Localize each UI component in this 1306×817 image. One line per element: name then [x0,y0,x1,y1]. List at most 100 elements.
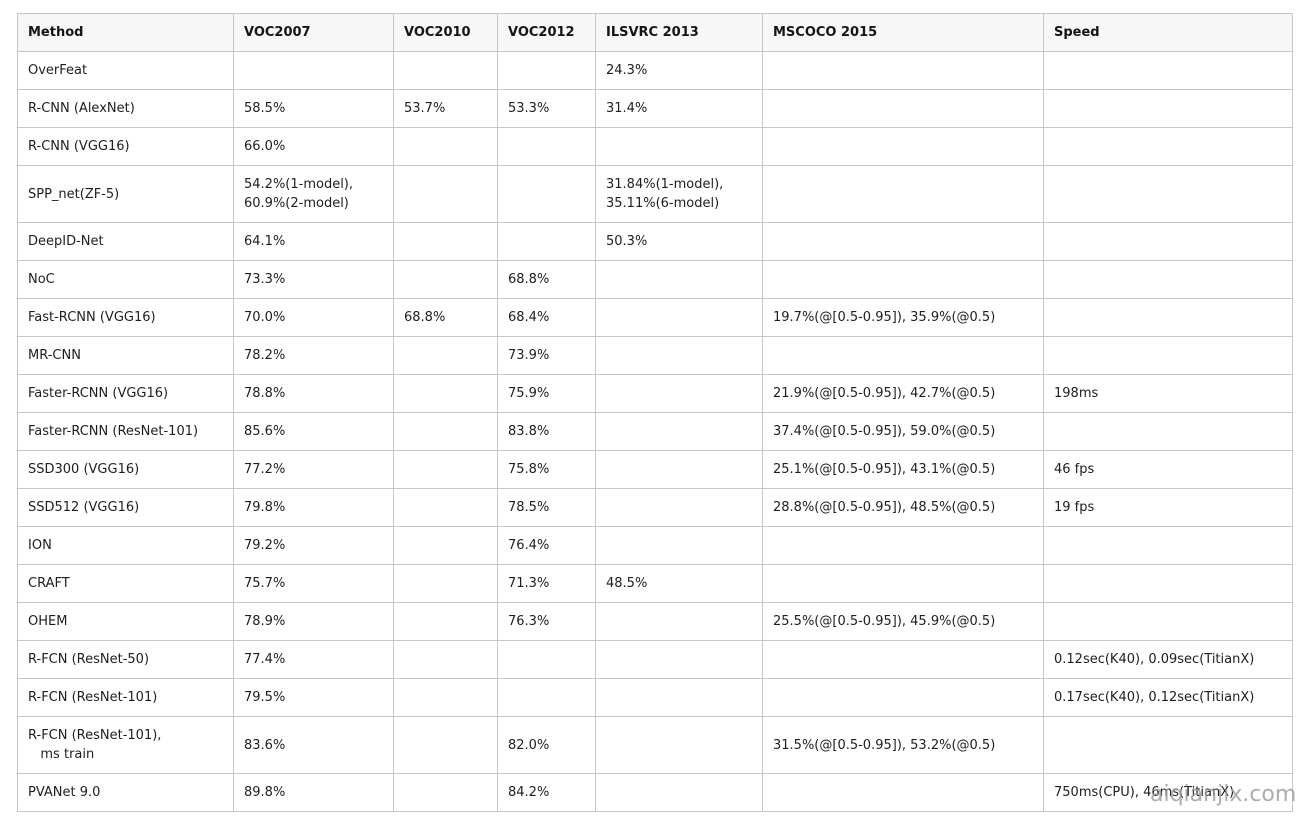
cell-voc2007: 89.8% [233,773,394,812]
table-row: SPP_net(ZF-5) 54.2%(1-model), 60.9%(2-mode… [17,165,1293,223]
cell-method: Fast-RCNN (VGG16) [17,298,234,337]
cell-mscoco-2015: 21.9%(@[0.5-0.95]), 42.7%(@0.5) [762,374,1044,413]
table-head: Method VOC2007 VOC2010 VOC2012 ILSVRC 2013 MS… [17,13,1293,52]
cell-voc2010 [393,222,498,261]
table-row: OHEM 78.9% 76.3% 25.5%(@[0.5-0.95]), 45.9%(… [17,602,1293,641]
cell-voc2010 [393,127,498,166]
benchmark-table-container: Method VOC2007 VOC2010 VOC2012 ILSVRC 2013 MS… [17,13,1293,812]
cell-voc2012: 82.0% [497,716,596,774]
cell-ilsvrc-2013: 31.84%(1-model), 35.11%(6-model) [595,165,763,223]
cell-voc2012 [497,127,596,166]
cell-method: PVANet 9.0 [17,773,234,812]
cell-voc2012: 68.4% [497,298,596,337]
table-row: SSD300 (VGG16) 77.2% 75.8% 25.1%(@[0.5-0.95… [17,450,1293,489]
cell-voc2012: 71.3% [497,564,596,603]
cell-voc2010 [393,165,498,223]
cell-voc2007: 79.2% [233,526,394,565]
cell-ilsvrc-2013: 48.5% [595,564,763,603]
cell-voc2010 [393,602,498,641]
table-row: CRAFT 75.7% 71.3% 48.5% [17,564,1293,603]
cell-voc2012 [497,678,596,717]
cell-voc2007: 77.2% [233,450,394,489]
cell-voc2012 [497,222,596,261]
cell-voc2012: 73.9% [497,336,596,375]
cell-speed [1043,222,1293,261]
cell-ilsvrc-2013: 50.3% [595,222,763,261]
cell-voc2007: 79.5% [233,678,394,717]
table-body: OverFeat 24.3% R-CNN (AlexNet) 58.5% 53.7% 53… [17,51,1293,812]
cell-voc2010: 68.8% [393,298,498,337]
cell-voc2012: 84.2% [497,773,596,812]
cell-voc2012: 76.3% [497,602,596,641]
cell-ilsvrc-2013 [595,488,763,527]
table-row: R-CNN (AlexNet) 58.5% 53.7% 53.3% 31.4% [17,89,1293,128]
cell-mscoco-2015: 28.8%(@[0.5-0.95]), 48.5%(@0.5) [762,488,1044,527]
benchmark-table: Method VOC2007 VOC2010 VOC2012 ILSVRC 2013 MS… [17,13,1293,812]
cell-voc2007: 58.5% [233,89,394,128]
cell-method: R-CNN (VGG16) [17,127,234,166]
cell-ilsvrc-2013 [595,374,763,413]
cell-ilsvrc-2013: 24.3% [595,51,763,90]
cell-speed [1043,716,1293,774]
cell-mscoco-2015 [762,526,1044,565]
cell-voc2012: 76.4% [497,526,596,565]
cell-mscoco-2015 [762,564,1044,603]
cell-speed [1043,51,1293,90]
cell-speed [1043,298,1293,337]
cell-method: R-FCN (ResNet-101), ms train [17,716,234,774]
table-row: NoC 73.3% 68.8% [17,260,1293,299]
cell-method: OHEM [17,602,234,641]
cell-method: Faster-RCNN (ResNet-101) [17,412,234,451]
cell-speed: 46 fps [1043,450,1293,489]
cell-method: R-FCN (ResNet-101) [17,678,234,717]
cell-voc2010 [393,678,498,717]
cell-ilsvrc-2013 [595,450,763,489]
cell-voc2007: 64.1% [233,222,394,261]
table-row: PVANet 9.0 89.8% 84.2% 750ms(CPU), 46ms(Tit… [17,773,1293,812]
cell-voc2010 [393,450,498,489]
cell-voc2007: 78.8% [233,374,394,413]
cell-voc2012 [497,51,596,90]
cell-voc2007: 66.0% [233,127,394,166]
cell-method: NoC [17,260,234,299]
table-row: ION 79.2% 76.4% [17,526,1293,565]
cell-speed: 198ms [1043,374,1293,413]
cell-voc2007: 78.9% [233,602,394,641]
column-header-ilsvrc-2013: ILSVRC 2013 [595,13,763,52]
cell-mscoco-2015 [762,165,1044,223]
cell-method: R-CNN (AlexNet) [17,89,234,128]
cell-voc2010 [393,51,498,90]
cell-speed [1043,412,1293,451]
cell-speed: 19 fps [1043,488,1293,527]
table-row: Faster-RCNN (VGG16) 78.8% 75.9% 21.9%(@[0.5… [17,374,1293,413]
header-row: Method VOC2007 VOC2010 VOC2012 ILSVRC 2013 MS… [17,13,1293,52]
cell-ilsvrc-2013 [595,336,763,375]
cell-method: ION [17,526,234,565]
cell-voc2007 [233,51,394,90]
cell-method: MR-CNN [17,336,234,375]
cell-mscoco-2015: 31.5%(@[0.5-0.95]), 53.2%(@0.5) [762,716,1044,774]
cell-method: CRAFT [17,564,234,603]
column-header-voc2012: VOC2012 [497,13,596,52]
cell-voc2012: 78.5% [497,488,596,527]
cell-voc2007: 78.2% [233,336,394,375]
column-header-mscoco-2015: MSCOCO 2015 [762,13,1044,52]
cell-speed: 0.17sec(K40), 0.12sec(TitianX) [1043,678,1293,717]
cell-speed: 750ms(CPU), 46ms(TitianX) [1043,773,1293,812]
cell-voc2012 [497,640,596,679]
cell-mscoco-2015 [762,640,1044,679]
cell-ilsvrc-2013 [595,640,763,679]
cell-voc2012: 75.8% [497,450,596,489]
cell-ilsvrc-2013 [595,127,763,166]
column-header-speed: Speed [1043,13,1293,52]
cell-speed [1043,336,1293,375]
cell-voc2010 [393,260,498,299]
table-row: OverFeat 24.3% [17,51,1293,90]
cell-method: Faster-RCNN (VGG16) [17,374,234,413]
cell-voc2012: 68.8% [497,260,596,299]
cell-mscoco-2015 [762,773,1044,812]
cell-mscoco-2015 [762,678,1044,717]
cell-mscoco-2015 [762,89,1044,128]
cell-voc2010 [393,488,498,527]
cell-method: DeepID-Net [17,222,234,261]
